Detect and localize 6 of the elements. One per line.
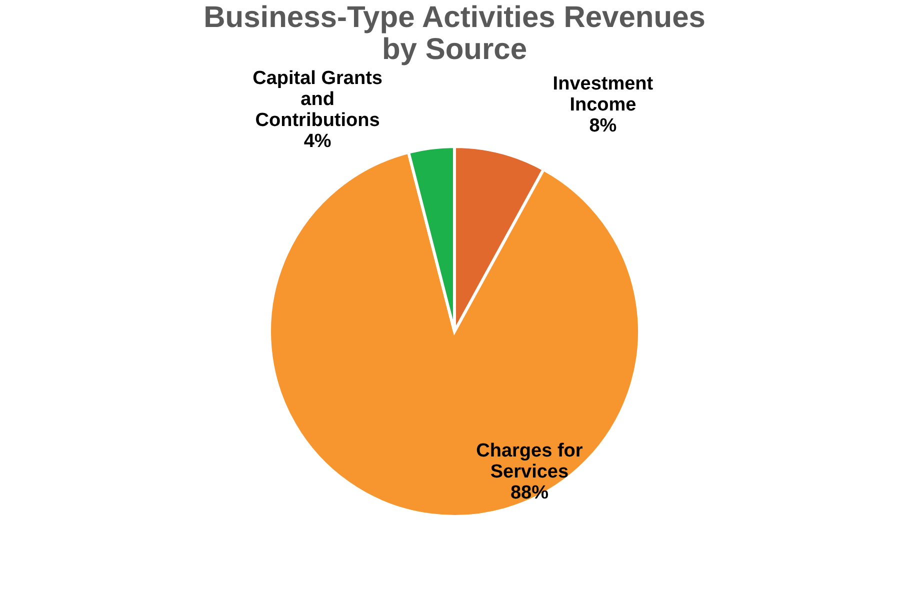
slice-label: Investment Income xyxy=(552,73,654,116)
data-label: 4% xyxy=(304,131,332,152)
slice-label: Capital Grants and Contributions xyxy=(252,68,382,132)
chart-title: Business-Type Activities Revenues by Source xyxy=(204,1,706,66)
data-label: 8% xyxy=(589,115,617,136)
slice-label: Charges for Services xyxy=(476,440,584,483)
